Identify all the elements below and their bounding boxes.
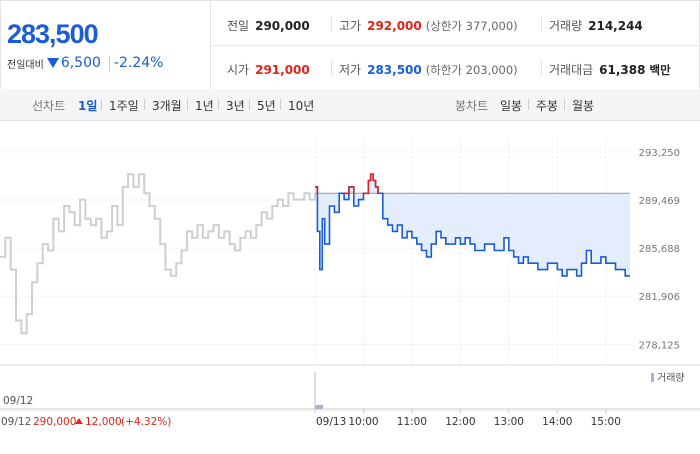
tab-daily-candle[interactable]: 일봉: [500, 99, 523, 113]
candle-chart-label: 봉차트: [455, 99, 489, 113]
today-up-segment: [344, 186, 350, 195]
prev-close-label: 전일: [227, 19, 250, 33]
prev-close-stat: 전일 290,000: [227, 17, 310, 34]
high-stat: 고가 292,000 (상한가 377,000): [339, 17, 518, 34]
y-tick-label: 285,688: [639, 244, 680, 255]
previous-day-series-line: [0, 173, 316, 335]
open-stat: 시가 291,000: [227, 61, 310, 78]
volume-legend-swatch: [651, 373, 654, 382]
tab-5y[interactable]: 5년: [257, 99, 276, 113]
tab-monthly-candle[interactable]: 월봉: [572, 99, 595, 113]
y-tick-label: 293,250: [639, 148, 680, 159]
x-tick-label: 13:00: [494, 416, 524, 428]
divider: [280, 99, 281, 110]
y-tick-label: 289,469: [639, 196, 680, 207]
divider: [211, 45, 700, 46]
chart-toolbar: 선차트 1일 1주일 3개월 1년 3년 5년 10년 봉차트 일봉 주봉 월봉: [0, 89, 700, 121]
change-row: 전일대비 6,500 -2.24%: [7, 55, 163, 71]
low-label: 저가: [339, 63, 362, 77]
y-axis-ticks: 293,250 289,469 285,688 281,906 278,125: [639, 148, 680, 351]
volume-legend: 거래량: [651, 372, 685, 384]
volume-value: 214,244: [588, 19, 643, 33]
today-up-segment: [375, 186, 379, 194]
open-value: 291,000: [255, 63, 310, 77]
divider: [564, 99, 565, 110]
today-up-segment: [370, 173, 374, 181]
amount-stat: 거래대금 61,388 백만: [549, 61, 671, 78]
x-tick-label: 09/13: [316, 416, 346, 428]
divider: [528, 99, 529, 110]
change-percent: -2.24%: [108, 55, 163, 71]
high-label: 고가: [339, 19, 362, 33]
x-tick-label: 10:00: [348, 416, 378, 428]
up-triangle-icon: [75, 418, 83, 424]
today-up-segment: [348, 186, 355, 194]
divider: [331, 17, 332, 31]
change-label: 전일대비: [7, 59, 44, 71]
line-chart-label: 선차트: [32, 99, 66, 113]
footer-prev-percent: (+4.32%): [121, 416, 171, 428]
y-tick-label: 281,906: [639, 292, 680, 303]
footer-prev-change: 12,000: [85, 416, 122, 428]
tab-3y[interactable]: 3년: [226, 99, 245, 113]
today-series-line: [315, 173, 630, 277]
tab-1w[interactable]: 1주일: [109, 99, 139, 113]
price-chart-area: 293,250 289,469 285,688 281,906 278,125 거래량 …: [0, 122, 700, 450]
divider: [218, 99, 219, 110]
prev-close-value: 290,000: [255, 19, 310, 33]
volume-stat: 거래량 214,244: [549, 17, 643, 34]
divider: [144, 99, 145, 110]
tab-10y[interactable]: 10년: [288, 99, 315, 113]
open-label: 시가: [227, 63, 250, 77]
divider: [249, 99, 250, 110]
amount-unit: 백만: [649, 63, 671, 77]
lower-limit: (하한가 203,000): [425, 63, 518, 77]
divider: [187, 99, 188, 110]
stock-quote-header: 283,500 전일대비 6,500 -2.24% 전일 290,000 고가 29…: [0, 0, 700, 90]
footer-prev-date: 09/12: [1, 416, 31, 428]
volume-label: 거래량: [549, 19, 583, 33]
today-up-segment: [368, 174, 372, 182]
today-up-segment: [363, 180, 370, 195]
x-tick-label: 14:00: [542, 416, 572, 428]
x-tick-label: 11:00: [397, 416, 427, 428]
volume-legend-label: 거래량: [657, 372, 685, 384]
x-axis-ticks: 09/12 09/13 10:00 11:00 12:00 13:00 14:00 15:00: [3, 395, 621, 428]
amount-label: 거래대금: [549, 63, 594, 77]
today-up-segment: [315, 186, 319, 194]
x-tick-label: 12:00: [445, 416, 475, 428]
today-up-segments: [315, 173, 379, 195]
price-block: 283,500 전일대비 6,500 -2.24%: [1, 1, 211, 90]
divider: [101, 99, 102, 110]
volume-bar: [315, 405, 323, 409]
tab-1d[interactable]: 1일: [78, 99, 98, 113]
change-amount: 6,500: [60, 55, 101, 71]
high-value: 292,000: [367, 19, 422, 33]
footer-prev-price: 290,000: [33, 416, 76, 428]
down-triangle-icon: [46, 58, 59, 68]
divider: [541, 61, 542, 75]
today-fill-area: [315, 174, 630, 276]
divider: [331, 61, 332, 75]
current-price: 283,500: [7, 19, 99, 49]
today-up-segment: [373, 179, 377, 187]
tab-1y[interactable]: 1년: [195, 99, 214, 113]
low-value: 283,500: [367, 63, 422, 77]
divider: [541, 17, 542, 31]
tab-weekly-candle[interactable]: 주봉: [536, 99, 559, 113]
low-stat: 저가 283,500 (하한가 203,000): [339, 61, 518, 78]
y-tick-label: 278,125: [639, 340, 680, 351]
upper-limit: (상한가 377,000): [425, 19, 518, 33]
x-tick-label: 15:00: [591, 416, 621, 428]
tab-3m[interactable]: 3개월: [152, 99, 182, 113]
amount-value: 61,388: [599, 63, 646, 77]
x-tick-label: 09/12: [3, 395, 33, 407]
